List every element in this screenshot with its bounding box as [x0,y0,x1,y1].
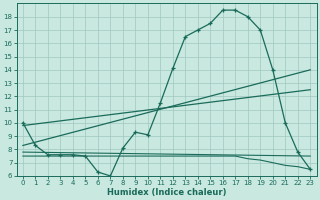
X-axis label: Humidex (Indice chaleur): Humidex (Indice chaleur) [107,188,226,197]
